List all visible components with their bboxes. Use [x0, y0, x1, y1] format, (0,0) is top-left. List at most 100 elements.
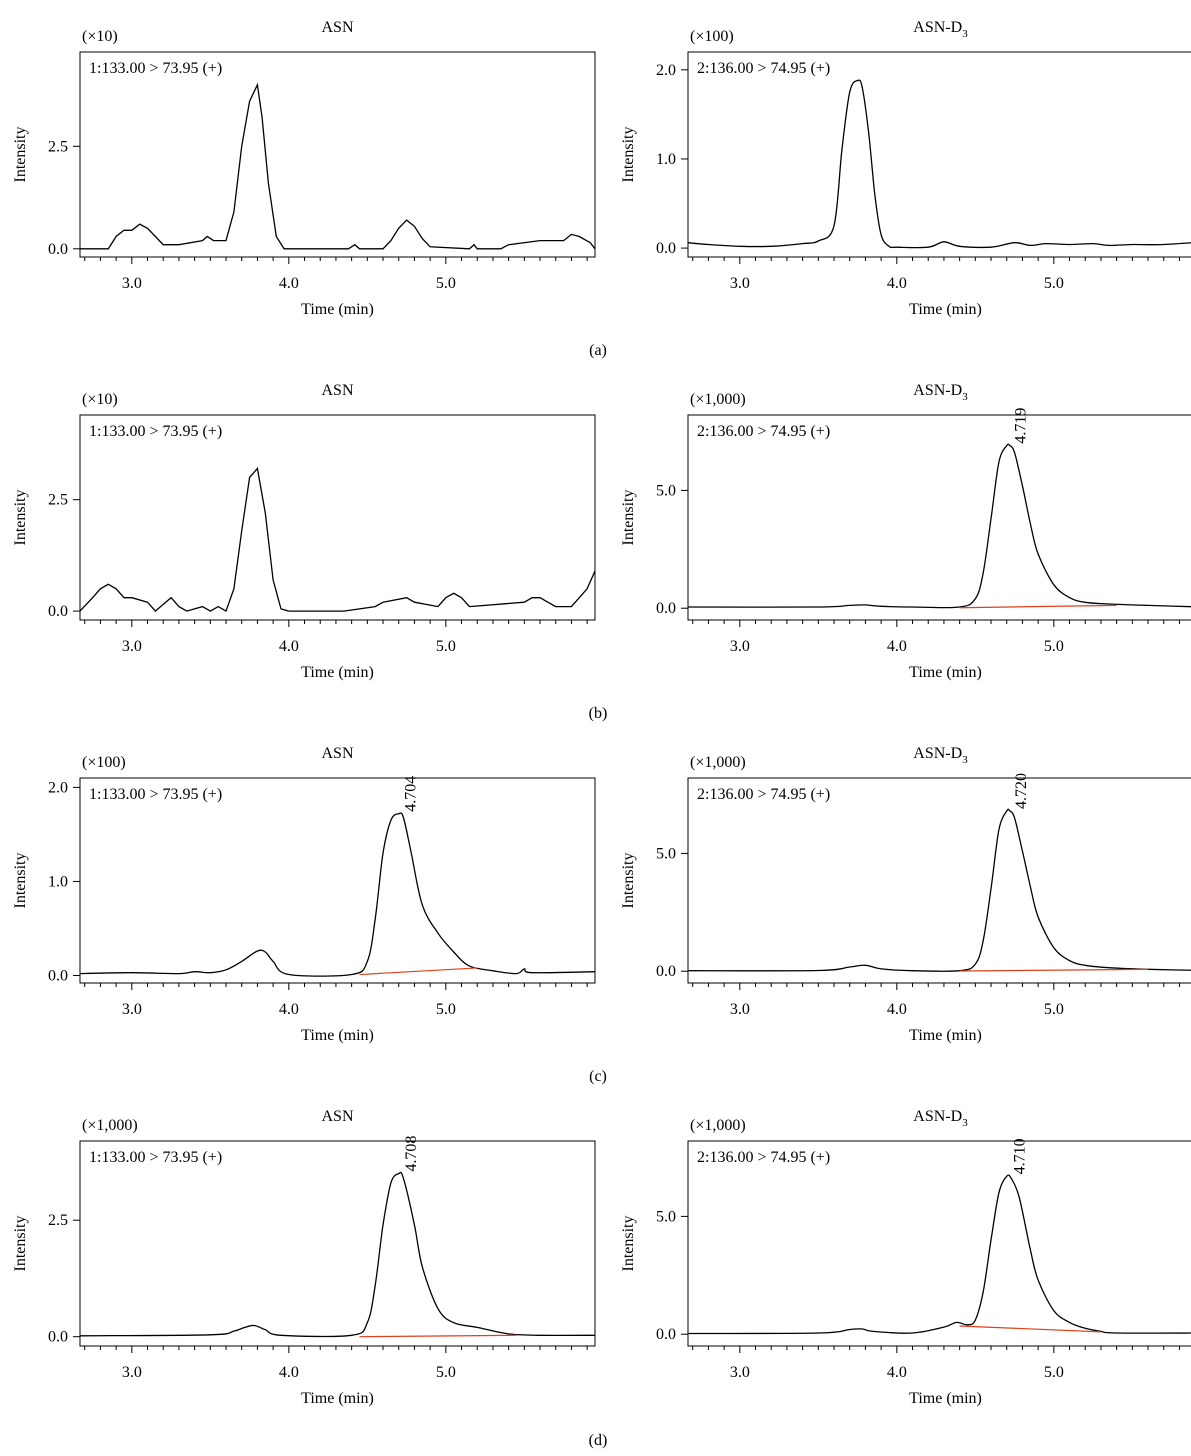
- y-tick-label: 2.5: [48, 492, 68, 509]
- x-tick-label: 3.0: [122, 1001, 142, 1018]
- scale-label: (×10): [82, 28, 118, 45]
- chromatogram-trace: [687, 79, 1191, 249]
- scale-label: (×1,000): [690, 391, 746, 408]
- x-axis-label: Time (min): [301, 664, 374, 681]
- x-tick-label: 4.0: [887, 638, 907, 655]
- peak-retention-label: 4.708: [403, 1136, 420, 1172]
- transition-label: 2:136.00 > 74.95 (+): [697, 1149, 830, 1166]
- panel-title: ASN-D3: [913, 19, 968, 40]
- panel-b-right: ASN-D3 (×1,000) 2:136.00 > 74.95 (+) 0.0 5.0…: [620, 382, 1191, 681]
- x-axis-label: Time (min): [301, 1027, 374, 1044]
- plot-frame: [687, 777, 1191, 984]
- y-tick-label: 0.0: [48, 603, 68, 620]
- y-tick-label: 0.0: [656, 1326, 676, 1343]
- panel-title-subscript: 3: [962, 391, 968, 403]
- x-tick-label: 4.0: [887, 1364, 907, 1381]
- x-axis-label: Time (min): [909, 664, 982, 681]
- integration-baseline: [959, 604, 1117, 609]
- y-tick-label: 0.0: [656, 963, 676, 980]
- panel-title-text: ASN: [321, 19, 353, 36]
- x-axis-label: Time (min): [909, 1390, 982, 1407]
- row-caption: (c): [589, 1068, 607, 1085]
- y-axis-label: Intensity: [12, 490, 29, 546]
- peak-retention-label: 4.720: [1013, 773, 1030, 809]
- y-tick-label: 0.0: [48, 241, 68, 258]
- y-tick-label: 0.0: [656, 600, 676, 617]
- panel-title: ASN: [321, 19, 353, 36]
- panel-c-right: ASN-D3 (×1,000) 2:136.00 > 74.95 (+) 0.0 5.0…: [620, 745, 1191, 1044]
- chromatogram-trace: [79, 1171, 596, 1338]
- x-axis-label: Time (min): [909, 1027, 982, 1044]
- scale-label: (×1,000): [690, 754, 746, 771]
- panel-a-right: ASN-D3 (×100) 2:136.00 > 74.95 (+) 0.0 1.0 2.…: [620, 19, 1191, 318]
- panel-title-text: ASN: [321, 1108, 353, 1125]
- integration-baseline: [959, 1325, 1101, 1333]
- y-tick-label: 0.0: [48, 967, 68, 984]
- panel-b-left: ASN (×10) 1:133.00 > 73.95 (+) 0.0 2.5 3.0 4.0…: [12, 382, 596, 681]
- panel-title-text: ASN-D: [913, 19, 962, 36]
- panel-title: ASN: [321, 745, 353, 762]
- peak-retention-label: 4.719: [1013, 408, 1030, 444]
- y-axis-label: Intensity: [620, 853, 637, 909]
- y-axis-label: Intensity: [12, 1216, 29, 1272]
- x-tick-label: 5.0: [436, 638, 456, 655]
- y-tick-label: 2.5: [48, 1212, 68, 1229]
- x-tick-label: 3.0: [730, 638, 750, 655]
- row-caption: (d): [589, 1432, 608, 1449]
- transition-label: 2:136.00 > 74.95 (+): [697, 423, 830, 440]
- x-tick-label: 5.0: [1044, 1364, 1064, 1381]
- x-tick-label: 3.0: [122, 1364, 142, 1381]
- x-tick-label: 3.0: [122, 275, 142, 292]
- x-tick-label: 3.0: [730, 275, 750, 292]
- y-axis-label: Intensity: [620, 490, 637, 546]
- y-tick-label: 0.0: [656, 240, 676, 257]
- panel-title-text: ASN: [321, 745, 353, 762]
- x-axis-label: Time (min): [909, 301, 982, 318]
- chromatogram-trace: [79, 467, 596, 613]
- panel-d-right: ASN-D3 (×1,000) 2:136.00 > 74.95 (+) 0.0 5.0…: [620, 1108, 1191, 1407]
- peak-retention-label: 4.704: [402, 776, 419, 812]
- panel-title: ASN-D3: [913, 1108, 968, 1129]
- panel-title: ASN: [321, 382, 353, 399]
- transition-label: 2:136.00 > 74.95 (+): [697, 786, 830, 803]
- x-tick-label: 3.0: [730, 1364, 750, 1381]
- y-tick-label: 2.0: [656, 62, 676, 79]
- y-tick-label: 5.0: [656, 482, 676, 499]
- transition-label: 1:133.00 > 73.95 (+): [89, 60, 222, 77]
- y-axis-label: Intensity: [620, 127, 637, 183]
- plot-frame: [687, 51, 1191, 258]
- integration-baseline: [359, 1334, 517, 1338]
- x-tick-label: 4.0: [279, 638, 299, 655]
- chromatogram-trace: [79, 812, 596, 977]
- chromatogram-trace: [80, 82, 596, 250]
- panel-title-text: ASN-D: [913, 745, 962, 762]
- chromatogram-trace: [687, 1174, 1191, 1335]
- transition-label: 1:133.00 > 73.95 (+): [89, 786, 222, 803]
- y-tick-label: 1.0: [656, 151, 676, 168]
- scale-label: (×1,000): [690, 1117, 746, 1134]
- transition-label: 2:136.00 > 74.95 (+): [697, 60, 830, 77]
- y-axis-label: Intensity: [620, 1216, 637, 1272]
- x-tick-label: 5.0: [436, 1364, 456, 1381]
- integration-baseline: [359, 967, 478, 976]
- y-tick-label: 5.0: [656, 1208, 676, 1225]
- scale-label: (×10): [82, 391, 118, 408]
- x-tick-label: 5.0: [1044, 638, 1064, 655]
- x-tick-label: 5.0: [1044, 1001, 1064, 1018]
- y-tick-label: 0.0: [48, 1329, 68, 1346]
- plot-frame: [79, 51, 596, 258]
- plot-frame: [687, 414, 1191, 621]
- panel-title-subscript: 3: [962, 1117, 968, 1129]
- plot-frame: [79, 777, 596, 984]
- x-tick-label: 4.0: [279, 1364, 299, 1381]
- y-tick-label: 2.0: [48, 779, 68, 796]
- x-axis-label: Time (min): [301, 301, 374, 318]
- plot-frame: [79, 1140, 596, 1347]
- x-tick-label: 5.0: [436, 1001, 456, 1018]
- x-tick-label: 4.0: [887, 275, 907, 292]
- y-tick-label: 1.0: [48, 873, 68, 890]
- x-tick-label: 4.0: [887, 1001, 907, 1018]
- panel-title-text: ASN-D: [913, 1108, 962, 1125]
- x-tick-label: 3.0: [730, 1001, 750, 1018]
- x-tick-label: 5.0: [1044, 275, 1064, 292]
